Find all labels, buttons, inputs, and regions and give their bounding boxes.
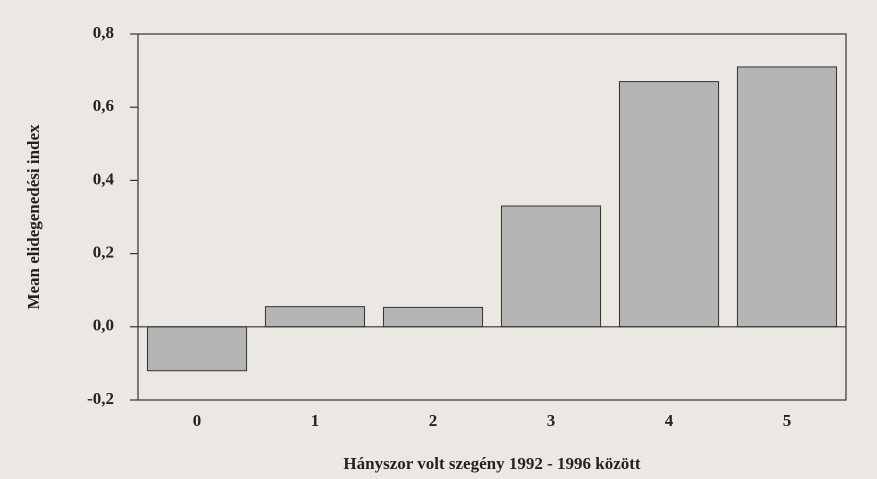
- y-tick-label: -0,2: [87, 389, 114, 408]
- x-tick-label: 0: [193, 411, 202, 430]
- x-tick-label: 2: [429, 411, 438, 430]
- y-tick-label: 0,6: [93, 96, 114, 115]
- y-tick-label: 0,8: [93, 23, 114, 42]
- x-tick-label: 5: [783, 411, 792, 430]
- y-tick-label: 0,2: [93, 243, 114, 262]
- bar: [736, 66, 838, 328]
- bar: [618, 81, 720, 328]
- bar: [264, 306, 366, 328]
- y-tick-label: 0,4: [93, 169, 115, 188]
- x-axis-label: Hányszor volt szegény 1992 - 1996 között: [343, 454, 640, 473]
- y-tick-label: 0,0: [93, 316, 114, 335]
- bar: [146, 326, 248, 372]
- y-axis-label: Mean elidegenedési index: [24, 124, 43, 310]
- x-tick-label: 3: [547, 411, 556, 430]
- x-tick-label: 1: [311, 411, 320, 430]
- plot-frame: [137, 33, 847, 401]
- bar: [500, 205, 602, 328]
- bar: [382, 306, 484, 328]
- x-tick-label: 4: [665, 411, 674, 430]
